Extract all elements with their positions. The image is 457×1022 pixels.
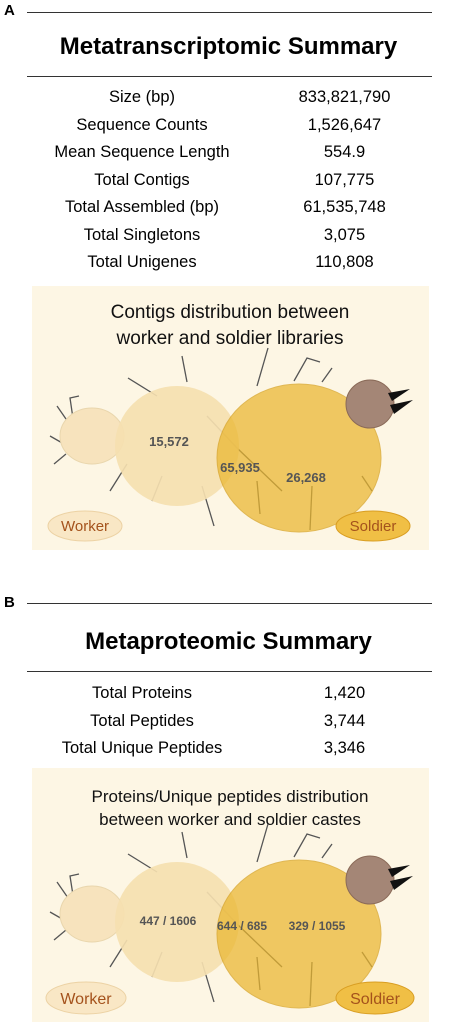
table-row: Total Peptides 3,744 xyxy=(27,708,432,736)
soldier-label-badge xyxy=(335,510,411,542)
table-row: Total Contigs 107,775 xyxy=(27,167,432,195)
panel-a-letter: A xyxy=(4,2,15,19)
row-label: Total Peptides xyxy=(90,711,194,730)
soldier-mandible xyxy=(388,865,410,877)
contigs-venn-diagram: Contigs distribution between worker and … xyxy=(32,286,429,550)
soldier-head xyxy=(345,855,395,905)
table-row: Size (bp) 833,821,790 xyxy=(27,84,432,112)
worker-head xyxy=(59,885,125,943)
worker-circle xyxy=(115,862,239,982)
row-label: Total Proteins xyxy=(92,684,192,703)
worker-label: Worker xyxy=(60,991,112,1008)
row-label: Total Singletons xyxy=(83,225,201,244)
soldier-mandible xyxy=(388,389,410,401)
soldier-only-count: 329 / 1055 xyxy=(289,919,346,933)
venn-title-line2: worker and soldier libraries xyxy=(115,328,343,349)
worker-head xyxy=(59,407,125,465)
row-value: 61,535,748 xyxy=(303,198,386,217)
row-value: 1,420 xyxy=(323,684,366,703)
panel-b-top-rule xyxy=(27,603,432,604)
row-value: 110,808 xyxy=(315,253,374,272)
venn-title-line1: Contigs distribution between xyxy=(111,302,350,323)
table-row: Total Singletons 3,075 xyxy=(27,222,432,250)
soldier-head xyxy=(345,379,395,429)
row-value: 3,075 xyxy=(323,225,366,244)
panel-b-table-rule xyxy=(27,671,432,672)
row-label: Sequence Counts xyxy=(76,115,208,134)
soldier-label: Soldier xyxy=(350,991,400,1008)
table-row: Total Assembled (bp) 61,535,748 xyxy=(27,194,432,222)
soldier-circle xyxy=(216,859,382,1009)
worker-label-badge xyxy=(45,981,127,1015)
soldier-mandible xyxy=(390,400,413,414)
row-value: 833,821,790 xyxy=(298,88,391,107)
soldier-circle xyxy=(216,383,382,533)
worker-label: Worker xyxy=(61,518,109,535)
shared-count: 644 / 685 xyxy=(217,919,267,933)
table-row: Sequence Counts 1,526,647 xyxy=(27,112,432,140)
row-label: Total Assembled (bp) xyxy=(64,198,220,217)
row-label: Total Unigenes xyxy=(87,253,197,272)
row-value: 3,346 xyxy=(323,739,366,758)
panel-b-title: Metaproteomic Summary xyxy=(85,628,372,655)
row-value: 1,526,647 xyxy=(307,115,382,134)
table-row: Total Unigenes 110,808 xyxy=(27,249,432,277)
venn-title-line1: Proteins/Unique peptides distribution xyxy=(92,787,369,806)
proteomic-table: Total Proteins 1,420 Total Peptides 3,744 … xyxy=(27,680,432,763)
table-row: Total Proteins 1,420 xyxy=(27,680,432,708)
table-row: Total Unique Peptides 3,346 xyxy=(27,735,432,763)
worker-only-count: 15,572 xyxy=(149,434,189,449)
row-value: 107,775 xyxy=(314,170,375,189)
row-value: 3,744 xyxy=(323,711,366,730)
row-label: Total Unique Peptides xyxy=(61,739,223,758)
row-label: Mean Sequence Length xyxy=(54,143,230,162)
panel-a-top-rule xyxy=(27,12,432,13)
transcriptomic-table: Size (bp) 833,821,790 Sequence Counts 1,52… xyxy=(27,84,432,277)
shared-count: 65,935 xyxy=(220,460,260,475)
soldier-label: Soldier xyxy=(350,518,397,535)
table-row: Mean Sequence Length 554.9 xyxy=(27,139,432,167)
panel-a-title: Metatranscriptomic Summary xyxy=(59,33,398,60)
panel-a-table-rule xyxy=(27,76,432,77)
panel-b-letter: B xyxy=(4,594,15,611)
proteins-venn-diagram: Proteins/Unique peptides distribution be… xyxy=(32,768,429,1022)
row-value: 554.9 xyxy=(323,143,366,162)
soldier-only-count: 26,268 xyxy=(286,470,326,485)
soldier-mandible xyxy=(390,876,413,890)
worker-label-badge xyxy=(47,510,123,542)
row-label: Size (bp) xyxy=(108,88,176,107)
soldier-label-badge xyxy=(335,981,415,1015)
venn-title-line2: between worker and soldier castes xyxy=(99,810,361,829)
row-label: Total Contigs xyxy=(94,170,190,189)
worker-only-count: 447 / 1606 xyxy=(140,914,197,928)
worker-circle xyxy=(115,386,239,506)
